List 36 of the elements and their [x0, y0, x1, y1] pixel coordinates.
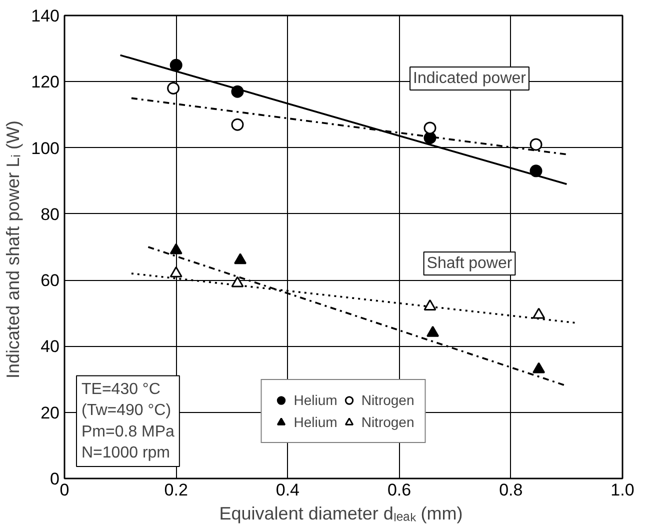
point	[170, 266, 182, 278]
x-axis-title: Equivalent diameter dₗₑₐₖ (mm)	[219, 504, 463, 524]
x-tick-label: 0.2	[164, 480, 188, 500]
annotation: Shaft power	[426, 255, 513, 272]
point	[231, 276, 244, 288]
y-tick-label: 140	[31, 6, 60, 26]
point	[530, 164, 542, 178]
point	[170, 58, 182, 72]
y-tick-label: 60	[40, 271, 60, 290]
legend-label: Helium	[294, 392, 338, 408]
point	[532, 362, 546, 374]
point	[231, 85, 244, 98]
y-tick-label: 120	[31, 72, 60, 92]
x-tick-label: 0.6	[387, 480, 412, 500]
x-tick-label: 0.8	[499, 480, 523, 500]
legend-label: Nitrogen	[361, 414, 414, 430]
y-tick-label: 20	[40, 403, 60, 422]
point	[424, 122, 436, 134]
annotation: TE=430 °C (Tw=490 °C) Pm=0.8 MPa N=1000 rpm	[82, 380, 175, 462]
y-tick-label: 80	[40, 204, 60, 224]
point	[532, 308, 546, 319]
point	[231, 118, 244, 131]
legend-label: Helium	[294, 414, 338, 430]
annotation: Indicated power	[413, 70, 527, 87]
point	[167, 82, 180, 94]
y-axis-title: Indicated and shaft power Lᵢ (W)	[3, 120, 24, 378]
x-tick-label: 1.0	[610, 480, 634, 500]
y-tick-label: 100	[31, 138, 60, 158]
point	[170, 243, 182, 254]
y-tick-label: 40	[40, 337, 60, 356]
point	[234, 253, 247, 264]
point	[424, 299, 436, 310]
legend-label: Nitrogen	[361, 392, 414, 408]
point	[530, 138, 542, 151]
point	[426, 326, 440, 337]
x-tick-label: 0.4	[276, 480, 300, 500]
